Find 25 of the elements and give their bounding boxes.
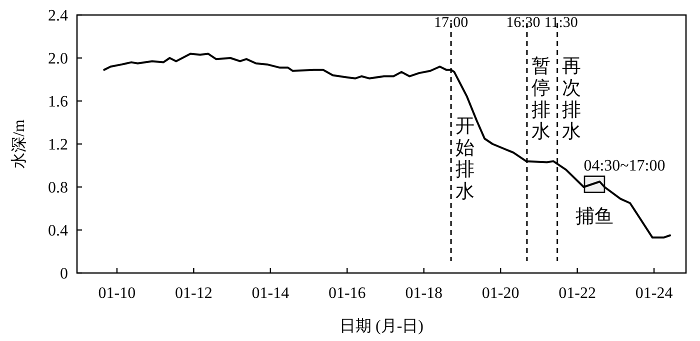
y-tick-label: 1.2 [48, 136, 68, 154]
y-tick-label: 0.4 [48, 222, 68, 240]
x-tick-label: 01-12 [175, 285, 212, 302]
ref-line-label: 11:30 [544, 15, 578, 31]
x-tick-label: 01-18 [405, 285, 443, 302]
y-axis-title: 水深/m [10, 119, 28, 168]
ref-line-label: 16:30 [506, 15, 540, 31]
y-tick-label: 1.6 [48, 94, 68, 110]
y-tick-label: 0.8 [48, 180, 68, 196]
x-tick-label: 01-16 [328, 285, 366, 302]
y-tick-label: 0 [60, 266, 68, 282]
x-tick-label: 01-14 [252, 285, 290, 302]
annotation: 开始排水 [456, 116, 475, 203]
band-label: 04:30~17:00 [584, 157, 666, 174]
annotation: 暂停排水 [531, 56, 550, 143]
x-tick-label: 01-22 [558, 285, 596, 302]
x-tick-label: 01-10 [98, 285, 136, 302]
x-axis-title: 日期 (月-日) [340, 317, 424, 335]
x-tick-label: 01-20 [482, 285, 520, 302]
x-tick-label: 01-24 [635, 285, 673, 302]
y-tick-label: 2.4 [48, 8, 68, 24]
ref-line-label: 17:00 [434, 15, 468, 31]
annotation: 捕鱼 [575, 206, 614, 228]
y-tick-label: 2.0 [48, 50, 68, 68]
annotation: 再次排水 [562, 56, 581, 143]
